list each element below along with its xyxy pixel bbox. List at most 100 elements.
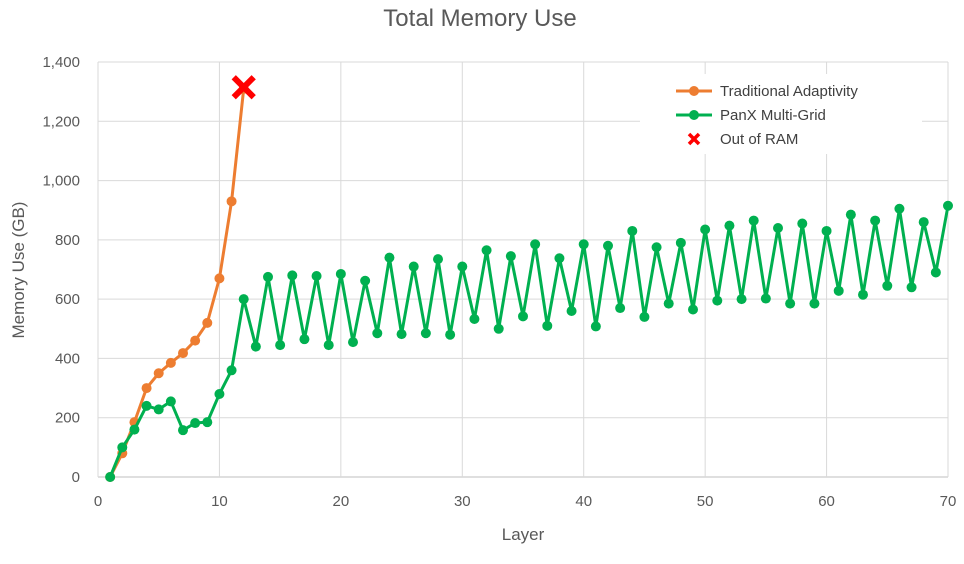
x-tick-label: 70 xyxy=(940,493,957,510)
data-point xyxy=(178,348,188,359)
data-point xyxy=(250,341,261,352)
data-point xyxy=(930,267,941,278)
data-point xyxy=(821,225,832,236)
data-point xyxy=(833,285,844,296)
data-point xyxy=(117,442,128,453)
x-axis-ticks: 0 10 20 30 40 50 60 70 xyxy=(94,493,957,510)
data-point xyxy=(542,320,553,331)
data-point xyxy=(263,271,273,282)
data-point xyxy=(226,365,237,376)
data-point xyxy=(615,303,626,314)
data-point xyxy=(469,314,480,325)
x-tick-label: 60 xyxy=(818,493,835,510)
legend-item: Traditional Adaptivity xyxy=(676,83,858,100)
data-point xyxy=(202,317,213,328)
data-point xyxy=(141,383,152,394)
data-point xyxy=(870,215,881,226)
series-0 xyxy=(105,83,249,482)
data-point xyxy=(481,245,492,256)
legend-marker xyxy=(689,86,699,96)
y-tick-label: 800 xyxy=(55,232,80,249)
data-point xyxy=(190,418,201,429)
series-layer xyxy=(105,75,953,482)
y-tick-label: 1,200 xyxy=(42,113,80,130)
x-tick-label: 50 xyxy=(697,493,714,510)
data-point xyxy=(214,273,225,284)
data-point xyxy=(372,328,383,339)
data-point xyxy=(906,282,917,293)
y-tick-label: 600 xyxy=(55,291,80,308)
data-point xyxy=(445,329,456,340)
data-point xyxy=(299,334,310,345)
data-point xyxy=(554,253,565,264)
data-point xyxy=(457,261,468,272)
data-point xyxy=(688,304,698,315)
data-point xyxy=(129,424,140,435)
data-point xyxy=(408,261,419,272)
data-point xyxy=(153,368,164,379)
data-point xyxy=(105,472,116,482)
data-point xyxy=(335,268,346,279)
data-point xyxy=(214,389,225,399)
series-1 xyxy=(105,200,953,482)
x-axis-title: Layer xyxy=(502,525,545,544)
data-point xyxy=(773,223,783,233)
data-point xyxy=(141,400,152,411)
data-point xyxy=(530,239,541,250)
data-point xyxy=(505,251,516,262)
legend-item: Out of RAM xyxy=(687,131,798,148)
data-point xyxy=(275,340,286,351)
data-point xyxy=(943,200,953,211)
y-tick-label: 1,400 xyxy=(42,54,80,71)
data-point xyxy=(845,209,856,220)
legend-x-marker xyxy=(687,132,701,146)
x-tick-label: 0 xyxy=(94,493,102,510)
data-point xyxy=(736,294,747,305)
data-point xyxy=(202,417,213,428)
data-point xyxy=(360,275,371,286)
y-axis-ticks: 0 200 400 600 800 1,000 1,200 1,400 xyxy=(42,54,80,486)
legend: Traditional Adaptivity PanX Multi-Grid Out… xyxy=(640,74,922,154)
data-point xyxy=(178,425,188,436)
data-point xyxy=(603,240,613,251)
x-tick-label: 40 xyxy=(575,493,592,510)
data-point xyxy=(700,224,711,235)
data-point xyxy=(639,311,650,322)
legend-item: PanX Multi-Grid xyxy=(676,107,826,124)
data-point xyxy=(323,340,334,351)
legend-marker xyxy=(689,110,699,120)
y-tick-label: 400 xyxy=(55,350,80,367)
data-point xyxy=(675,237,686,248)
y-tick-label: 200 xyxy=(55,410,80,427)
series-line xyxy=(108,205,950,478)
y-tick-label: 0 xyxy=(72,469,80,486)
data-point xyxy=(651,242,662,253)
data-point xyxy=(724,220,735,231)
x-tick-label: 30 xyxy=(454,493,471,510)
data-point xyxy=(518,311,528,322)
data-point xyxy=(420,328,431,339)
data-point xyxy=(797,218,808,229)
data-point xyxy=(590,321,601,332)
data-point xyxy=(226,196,237,207)
data-point xyxy=(396,329,407,340)
data-point xyxy=(165,396,176,407)
y-tick-label: 1,000 xyxy=(42,173,80,190)
grid-lines xyxy=(97,61,949,478)
data-point xyxy=(760,293,771,304)
data-point xyxy=(287,270,298,281)
data-point xyxy=(894,203,905,214)
chart-title: Total Memory Use xyxy=(383,5,576,32)
legend-label: Traditional Adaptivity xyxy=(720,83,858,100)
data-point xyxy=(311,271,322,282)
data-point xyxy=(238,294,249,305)
data-point xyxy=(165,357,176,368)
data-point xyxy=(785,298,796,309)
data-point xyxy=(809,298,820,309)
data-point xyxy=(493,323,504,334)
data-point xyxy=(858,289,868,300)
data-point xyxy=(663,298,674,309)
data-point xyxy=(190,335,201,346)
x-tick-label: 10 xyxy=(211,493,228,510)
y-axis-title: Memory Use (GB) xyxy=(9,202,28,339)
